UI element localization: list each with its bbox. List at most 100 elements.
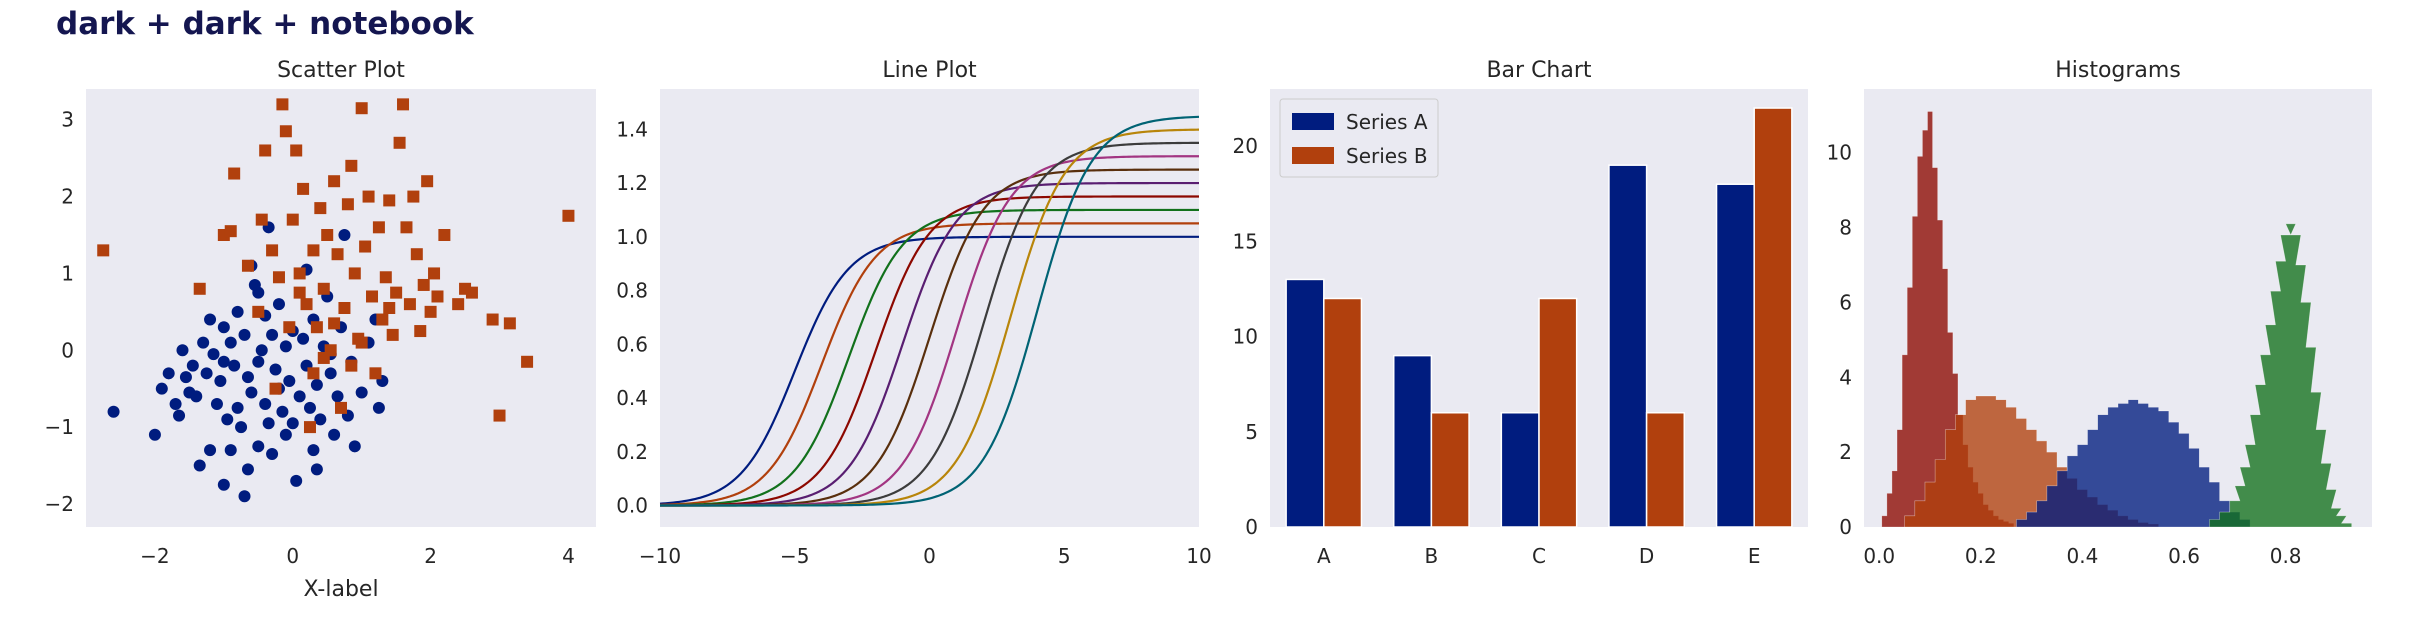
- scatter-point: [331, 248, 344, 261]
- scatter-series-orange: [97, 98, 575, 434]
- scatter-point: [217, 478, 230, 491]
- scatter-point: [224, 444, 237, 457]
- scatter-point: [324, 367, 337, 380]
- y-tick-label: 1.2: [616, 171, 648, 195]
- scatter-point: [238, 490, 251, 503]
- scatter-point: [259, 144, 272, 157]
- scatter-point: [355, 336, 368, 349]
- scatter-point: [317, 282, 330, 295]
- bar-series-a: [1715, 183, 1755, 528]
- chart-panel-bar: Bar Chart 0 5 10 15 20 A B C D E Series A Series B: [1233, 58, 1808, 568]
- scatter-point: [197, 336, 210, 349]
- y-tick-label: 0.8: [616, 279, 648, 303]
- x-tick-label: 0.4: [2067, 544, 2099, 568]
- x-tick-label: C: [1532, 544, 1546, 568]
- scatter-point: [210, 398, 223, 411]
- scatter-point: [355, 386, 368, 399]
- plot-area: [660, 89, 1199, 527]
- scatter-point: [562, 209, 575, 222]
- chart-panel-histogram: Histograms 0 2 4 6 8 10 0.0 0.2 0.4 0.6 0.8: [1827, 58, 2372, 568]
- scatter-point: [269, 382, 282, 395]
- scatter-point: [328, 317, 341, 330]
- x-tick-label: 2: [424, 544, 437, 568]
- scatter-point: [345, 159, 358, 172]
- scatter-point: [414, 325, 427, 338]
- scatter-point: [279, 125, 292, 138]
- scatter-point: [266, 328, 279, 341]
- scatter-point: [259, 398, 272, 411]
- scatter-point: [452, 298, 465, 311]
- scatter-point: [410, 248, 423, 261]
- y-tick-label: 6: [1839, 290, 1852, 314]
- y-tick-label: 3: [61, 108, 74, 132]
- scatter-point: [241, 259, 254, 272]
- scatter-point: [397, 98, 410, 111]
- scatter-point: [235, 421, 248, 434]
- scatter-point: [348, 440, 361, 453]
- y-tick-label: 1: [61, 261, 74, 285]
- x-tick-label: 0.2: [1965, 544, 1997, 568]
- x-tick-label: E: [1748, 544, 1761, 568]
- scatter-point: [107, 405, 120, 418]
- scatter-point: [162, 367, 175, 380]
- scatter-point: [283, 375, 296, 387]
- y-tick-label: 2: [61, 185, 74, 209]
- scatter-point: [97, 244, 110, 257]
- scatter-point: [341, 198, 354, 211]
- scatter-point: [314, 413, 327, 426]
- scatter-point: [303, 421, 316, 434]
- y-tick-label: 1.4: [616, 117, 648, 141]
- figure-title: dark + dark + notebook: [56, 6, 474, 42]
- scatter-point: [521, 355, 534, 368]
- scatter-point: [207, 348, 220, 361]
- x-tick-label: 5: [1058, 544, 1071, 568]
- scatter-point: [431, 290, 444, 303]
- scatter-point: [224, 225, 237, 238]
- scatter-point: [231, 305, 244, 318]
- chart-panel-scatter: Scatter Plot −2 −1 0 1 2 3 −2 0 2 4 X-label: [45, 58, 596, 602]
- scatter-point: [310, 321, 323, 334]
- chart-panel-line: Line Plot 0.0 0.2 0.4 0.6 0.8 1.0 1.2 1.4 −10 −5 0 5…: [616, 58, 1212, 568]
- line-series-red: [659, 195, 1199, 507]
- line-series-cyan: [660, 115, 1200, 507]
- chart-title: Histograms: [2055, 58, 2181, 83]
- y-tick-label: 4: [1839, 365, 1852, 389]
- x-axis-label: X-label: [303, 577, 378, 602]
- y-tick-label: 0: [1245, 515, 1258, 539]
- scatter-point: [428, 267, 441, 280]
- x-tick-label: −5: [780, 544, 809, 568]
- scatter-point: [224, 336, 237, 349]
- scatter-point: [465, 286, 478, 299]
- scatter-point: [338, 302, 351, 314]
- scatter-point: [307, 367, 320, 380]
- scatter-point: [314, 202, 327, 215]
- scatter-point: [169, 398, 182, 411]
- y-tick-label: 8: [1839, 216, 1852, 240]
- x-tick-label: −2: [140, 544, 169, 568]
- y-tick-label: −2: [45, 492, 74, 516]
- scatter-point: [173, 409, 186, 422]
- scatter-point: [403, 298, 416, 311]
- scatter-point: [372, 221, 385, 234]
- scatter-point: [252, 286, 265, 299]
- y-tick-label: 15: [1233, 229, 1258, 253]
- scatter-point: [286, 213, 299, 226]
- histogram-green: [2209, 223, 2352, 528]
- scatter-point: [328, 428, 341, 441]
- legend-label: Series B: [1346, 144, 1428, 168]
- scatter-point: [241, 463, 254, 476]
- x-tick-label: B: [1425, 544, 1439, 568]
- scatter-point: [297, 332, 310, 345]
- scatter-point: [386, 328, 399, 341]
- y-tick-label: 5: [1245, 420, 1258, 444]
- scatter-point: [369, 367, 382, 380]
- bar-series-a: [1608, 164, 1648, 528]
- scatter-point: [362, 190, 375, 203]
- y-tick-label: 0.6: [616, 332, 648, 356]
- line-series-green: [659, 208, 1199, 507]
- scatter-point: [290, 474, 303, 487]
- y-tick-label: 0.4: [616, 386, 648, 410]
- scatter-point: [252, 355, 265, 368]
- y-tick-label: −1: [45, 415, 74, 439]
